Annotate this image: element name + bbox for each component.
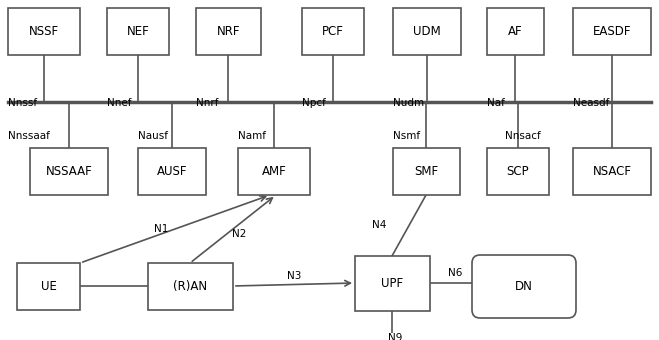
Text: N2: N2 (232, 229, 246, 239)
Text: (R)AN: (R)AN (173, 280, 208, 293)
Text: NSSF: NSSF (29, 25, 59, 38)
Text: Nsmf: Nsmf (393, 131, 420, 141)
FancyBboxPatch shape (196, 8, 261, 55)
FancyBboxPatch shape (472, 255, 576, 318)
Text: AMF: AMF (262, 165, 287, 178)
Text: NEF: NEF (127, 25, 150, 38)
FancyBboxPatch shape (393, 148, 460, 195)
Text: Nnef: Nnef (107, 98, 132, 108)
Text: Nnssf: Nnssf (8, 98, 37, 108)
FancyBboxPatch shape (573, 8, 651, 55)
FancyBboxPatch shape (8, 8, 80, 55)
Text: NSACF: NSACF (592, 165, 631, 178)
Text: UE: UE (41, 280, 57, 293)
Text: DN: DN (515, 280, 533, 293)
FancyBboxPatch shape (487, 148, 549, 195)
FancyBboxPatch shape (487, 8, 544, 55)
Text: Nausf: Nausf (138, 131, 168, 141)
Text: Nnsacf: Nnsacf (505, 131, 541, 141)
FancyBboxPatch shape (138, 148, 206, 195)
FancyBboxPatch shape (573, 148, 651, 195)
Text: AF: AF (508, 25, 523, 38)
Text: N6: N6 (448, 268, 462, 278)
Text: N9: N9 (388, 333, 403, 340)
Text: Nnrf: Nnrf (196, 98, 219, 108)
Text: Nnssaaf: Nnssaaf (8, 131, 50, 141)
Text: Nudm: Nudm (393, 98, 424, 108)
Text: Neasdf: Neasdf (573, 98, 610, 108)
FancyBboxPatch shape (302, 8, 364, 55)
Text: Namf: Namf (238, 131, 266, 141)
Text: SMF: SMF (415, 165, 438, 178)
FancyBboxPatch shape (30, 148, 108, 195)
FancyBboxPatch shape (107, 8, 169, 55)
Text: EASDF: EASDF (592, 25, 631, 38)
Text: N4: N4 (372, 221, 386, 231)
Text: UPF: UPF (382, 277, 403, 290)
Text: Naf: Naf (487, 98, 505, 108)
Text: N3: N3 (287, 271, 301, 281)
FancyBboxPatch shape (17, 263, 80, 310)
Text: NRF: NRF (217, 25, 241, 38)
Text: SCP: SCP (507, 165, 529, 178)
Text: PCF: PCF (322, 25, 344, 38)
FancyBboxPatch shape (355, 256, 430, 311)
Text: Npcf: Npcf (302, 98, 326, 108)
Text: N1: N1 (154, 224, 168, 234)
Text: NSSAAF: NSSAAF (45, 165, 92, 178)
FancyBboxPatch shape (238, 148, 310, 195)
FancyBboxPatch shape (148, 263, 233, 310)
FancyBboxPatch shape (393, 8, 461, 55)
Text: AUSF: AUSF (157, 165, 187, 178)
Text: UDM: UDM (413, 25, 441, 38)
